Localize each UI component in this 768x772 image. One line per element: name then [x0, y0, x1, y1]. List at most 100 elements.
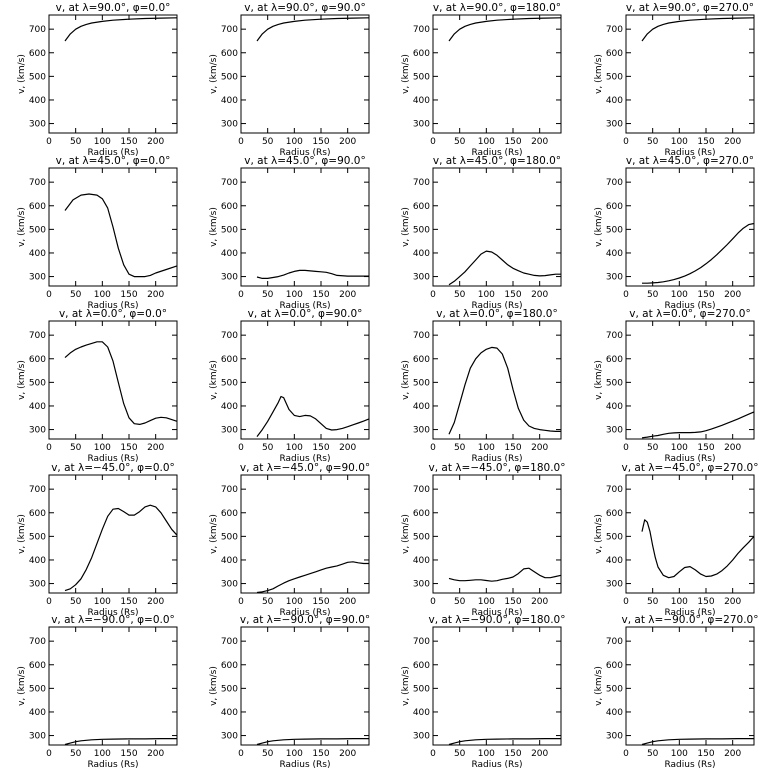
x-axis-label: Radius (Rs) [664, 301, 715, 311]
panel-1: v, at λ=90.0°, φ=0.0° 0 50 100 150 200 300 400 5… [17, 2, 178, 158]
y-tick-label: 400 [29, 96, 46, 106]
plot-frame [432, 626, 562, 746]
x-tick-label: 50 [647, 290, 659, 300]
series-line [641, 17, 755, 42]
y-tick-label: 600 [413, 509, 430, 519]
x-tick-label: 150 [504, 597, 521, 607]
panel-13: v, at λ=−45.0°, φ=0.0° 0 50 100 150 200 300 400… [17, 462, 178, 618]
x-tick-label: 200 [724, 597, 741, 607]
series-line [448, 250, 561, 286]
panel-title: v, at λ=−45.0°, φ=90.0° [240, 462, 370, 474]
plot-frame [240, 474, 370, 594]
x-tick-label: 150 [312, 137, 329, 147]
y-tick-label: 600 [606, 202, 623, 212]
y-axis-label: v, (km/s) [209, 54, 219, 94]
x-axis-label: Radius (Rs) [471, 454, 522, 464]
y-tick-label: 500 [29, 72, 46, 82]
y-axis-label: v, (km/s) [17, 514, 27, 554]
y-tick-label: 600 [606, 661, 623, 671]
x-tick-label: 0 [430, 443, 436, 453]
x-tick-label: 200 [724, 443, 741, 453]
panel-5: v, at λ=45.0°, φ=0.0° 0 50 100 150 200 300 400 5… [17, 155, 178, 311]
panel-9: v, at λ=0.0°, φ=0.0° 0 50 100 150 200 300 400 50… [17, 308, 178, 464]
x-tick-label: 100 [671, 137, 688, 147]
y-tick-label: 700 [29, 178, 46, 188]
x-tick-label: 200 [147, 290, 164, 300]
x-axis-label: Radius (Rs) [87, 760, 138, 768]
plot-frame [48, 474, 178, 594]
y-tick-label: 300 [221, 732, 238, 742]
x-tick-label: 150 [312, 749, 329, 759]
y-tick-label: 500 [221, 72, 238, 82]
y-tick-label: 700 [221, 331, 238, 341]
panel-title: v, at λ=0.0°, φ=90.0° [248, 308, 363, 320]
y-axis-label: v, (km/s) [209, 514, 219, 554]
panel-title: v, at λ=−90.0°, φ=180.0° [429, 614, 566, 626]
x-tick-label: 50 [647, 749, 659, 759]
y-tick-label: 700 [413, 331, 430, 341]
x-tick-label: 200 [531, 290, 548, 300]
y-tick-label: 400 [413, 96, 430, 106]
panel-15: v, at λ=−45.0°, φ=180.0° 0 50 100 150 200 300 4… [401, 462, 565, 618]
series-line [448, 346, 561, 435]
panel-6: v, at λ=45.0°, φ=90.0° 0 50 100 150 200 300 400… [209, 155, 370, 311]
plot-frame [625, 167, 755, 287]
panel-title: v, at λ=−90.0°, φ=90.0° [240, 614, 370, 626]
plot-frame [432, 474, 562, 594]
series-line [641, 737, 754, 746]
y-tick-label: 400 [29, 402, 46, 412]
x-axis-label: Radius (Rs) [664, 760, 715, 768]
x-tick-label: 100 [94, 290, 111, 300]
x-tick-label: 150 [504, 290, 521, 300]
series-line [256, 17, 370, 42]
x-tick-label: 100 [478, 290, 495, 300]
y-tick-label: 600 [29, 49, 46, 59]
plot-frame [240, 320, 370, 440]
x-tick-label: 0 [238, 290, 244, 300]
x-tick-label: 100 [671, 597, 688, 607]
x-tick-label: 150 [504, 137, 521, 147]
y-tick-label: 400 [606, 96, 623, 106]
y-tick-label: 300 [606, 732, 623, 742]
y-tick-label: 400 [606, 708, 623, 718]
y-tick-label: 300 [221, 273, 238, 283]
x-tick-label: 0 [46, 290, 52, 300]
y-axis-label: v, (km/s) [401, 666, 411, 706]
y-tick-label: 600 [606, 509, 623, 519]
x-axis-label: Radius (Rs) [279, 301, 330, 311]
x-tick-label: 150 [120, 597, 137, 607]
y-tick-label: 700 [413, 178, 430, 188]
y-tick-label: 700 [29, 25, 46, 35]
panel-title: v, at λ=90.0°, φ=90.0° [244, 2, 365, 14]
x-tick-label: 150 [120, 137, 137, 147]
series-line [642, 222, 755, 284]
plot-frame [625, 474, 755, 594]
y-axis-label: v, (km/s) [401, 207, 411, 247]
y-tick-label: 300 [606, 120, 623, 130]
y-tick-label: 400 [29, 556, 46, 566]
x-axis-label: Radius (Rs) [279, 148, 330, 158]
x-tick-label: 50 [70, 137, 82, 147]
y-tick-label: 600 [221, 202, 238, 212]
panel-3: v, at λ=90.0°, φ=180.0° 0 50 100 150 200 300 40… [401, 2, 562, 158]
x-tick-label: 50 [262, 443, 274, 453]
y-tick-label: 500 [606, 72, 623, 82]
y-tick-label: 300 [29, 273, 46, 283]
y-tick-label: 500 [413, 225, 430, 235]
x-axis-label: Radius (Rs) [471, 148, 522, 158]
y-tick-label: 600 [29, 661, 46, 671]
x-tick-label: 0 [623, 749, 629, 759]
y-tick-label: 600 [29, 509, 46, 519]
y-tick-label: 600 [221, 661, 238, 671]
x-tick-label: 200 [339, 137, 356, 147]
y-tick-label: 500 [413, 532, 430, 542]
panel-7: v, at λ=45.0°, φ=180.0° 0 50 100 150 200 300 40… [401, 155, 562, 311]
y-axis-label: v, (km/s) [594, 666, 604, 706]
x-tick-label: 50 [262, 749, 274, 759]
x-axis-label: Radius (Rs) [664, 608, 715, 618]
y-tick-label: 700 [606, 25, 623, 35]
x-tick-label: 150 [697, 597, 714, 607]
x-tick-label: 0 [46, 749, 52, 759]
y-tick-label: 500 [29, 684, 46, 694]
x-tick-label: 100 [286, 443, 303, 453]
